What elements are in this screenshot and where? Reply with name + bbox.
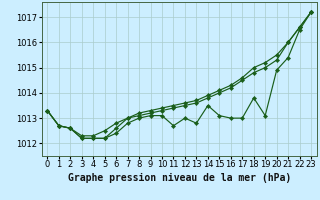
X-axis label: Graphe pression niveau de la mer (hPa): Graphe pression niveau de la mer (hPa) [68,173,291,183]
